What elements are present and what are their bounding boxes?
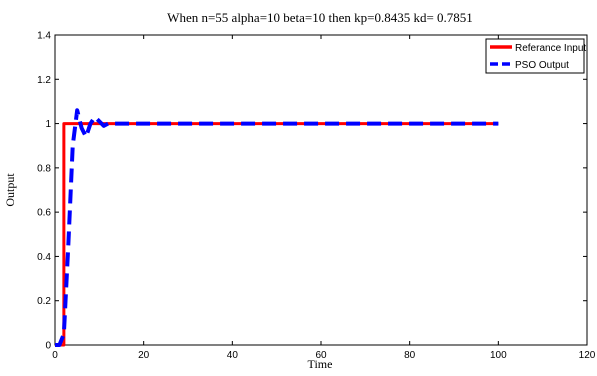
y-tick-label: 0 <box>45 341 51 352</box>
x-tick-label: 100 <box>490 350 507 361</box>
y-tick-label: 1.2 <box>37 75 51 86</box>
legend-label-referance-input: Referance Input <box>515 43 586 54</box>
y-tick-label: 1 <box>45 119 51 130</box>
y-tick-label: 0.6 <box>37 208 51 219</box>
legend-box <box>485 38 585 74</box>
legend-label-pso-output: PSO Output <box>515 60 569 71</box>
x-tick-label: 20 <box>138 350 150 361</box>
x-tick-label: 120 <box>579 350 596 361</box>
y-tick-label: 0.8 <box>37 163 51 174</box>
x-tick-label: 60 <box>315 350 327 361</box>
x-tick-label: 40 <box>227 350 239 361</box>
x-tick-label: 0 <box>52 350 58 361</box>
legend: Referance Input PSO Output <box>485 38 586 74</box>
plot-area <box>54 34 588 346</box>
x-tick-label: 80 <box>404 350 416 361</box>
chart-title: When n=55 alpha=10 beta=10 then kp=0.843… <box>167 10 473 25</box>
y-tick-label: 0.2 <box>37 296 51 307</box>
x-axis-label: Time <box>308 357 333 371</box>
y-tick-label: 0.4 <box>37 252 51 263</box>
y-tick-label: 1.4 <box>37 31 51 42</box>
y-axis-label: Output <box>3 173 17 207</box>
